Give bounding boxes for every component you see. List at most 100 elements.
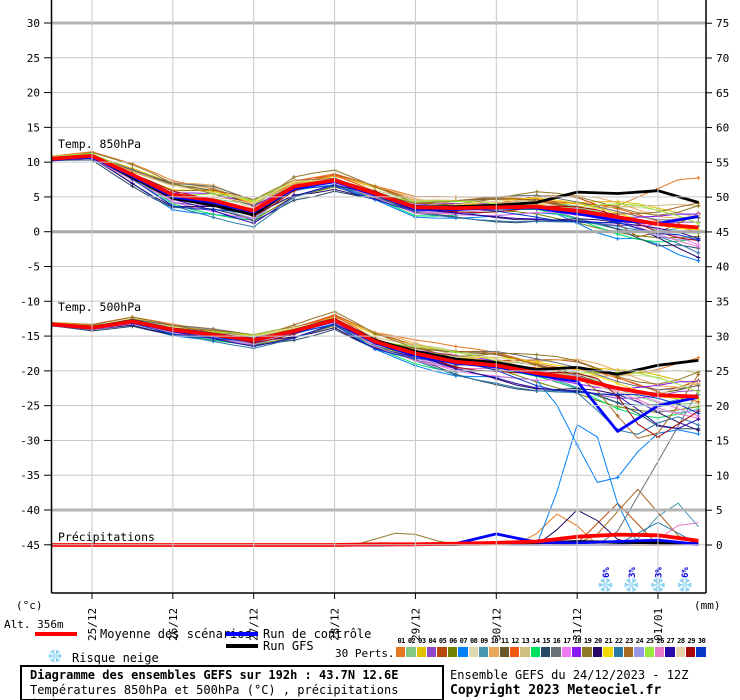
run-info: Ensemble GEFS du 24/12/2023 - 12Z (450, 668, 689, 682)
perturbation-number: 12 (511, 637, 519, 645)
perturbation-swatch (665, 647, 675, 657)
svg-text:6%: 6% (681, 567, 691, 578)
perturbation-number: 14 (532, 637, 540, 645)
svg-text:25: 25 (716, 365, 729, 378)
perturbation-number: 30 (697, 637, 706, 645)
altitude-label: Alt. 356m (4, 618, 64, 631)
perturbation-swatch (623, 647, 634, 657)
snow-risk-legend-label: Risque neige (72, 651, 159, 665)
perturbation-number: 17 (563, 637, 571, 645)
perturbation-number: 13 (521, 637, 530, 645)
perturbation-number: 11 (501, 637, 509, 645)
perturbation-number: 03 (418, 637, 426, 645)
perturbation-swatch (613, 647, 623, 657)
svg-text:30/12: 30/12 (490, 608, 503, 641)
perturbation-numbers: 01 02 03 04 05 06 07 08 09 10 11 12 13 14 15 16 17 18 19 20… (396, 637, 707, 645)
perturbation-swatch (634, 647, 644, 657)
svg-text:5: 5 (716, 504, 723, 517)
svg-text:55: 55 (716, 156, 729, 169)
svg-text:65: 65 (716, 87, 729, 100)
perturbation-swatch (427, 647, 437, 657)
svg-text:-40: -40 (20, 504, 40, 517)
perturbation-swatch (572, 647, 582, 657)
svg-text:-45: -45 (20, 539, 40, 552)
perturbation-number: 28 (677, 637, 685, 645)
svg-text:10: 10 (27, 156, 40, 169)
svg-text:26/12: 26/12 (167, 608, 180, 641)
svg-text:Temp. 850hPa: Temp. 850hPa (58, 137, 141, 151)
svg-text:40: 40 (716, 261, 729, 274)
perturbation-number: 02 (407, 637, 416, 645)
svg-text:20: 20 (716, 400, 729, 413)
perturbation-swatch (696, 647, 706, 657)
svg-text:-30: -30 (20, 434, 40, 447)
svg-text:3%: 3% (654, 567, 664, 578)
perturbation-number: 01 (397, 637, 405, 645)
svg-text:(mm): (mm) (694, 599, 721, 612)
perturbation-swatch (499, 647, 509, 657)
perturbation-swatch (437, 647, 447, 657)
perturbation-swatch (530, 647, 541, 657)
svg-text:5: 5 (33, 191, 40, 204)
perturbation-swatch (654, 647, 665, 657)
perturbation-swatch (551, 647, 561, 657)
perturbation-number: 29 (687, 637, 696, 645)
gfs-legend-label: Run GFS (263, 639, 314, 653)
chart-title-box: Diagramme des ensembles GEFS sur 192h : … (20, 665, 444, 700)
perturbation-number: 09 (480, 637, 488, 645)
mean-legend-label: Moyenne des scénarios (100, 627, 252, 641)
svg-text:10: 10 (716, 469, 729, 482)
perts-label: 30 Perts. (335, 647, 395, 660)
perturbation-swatch (686, 647, 696, 657)
svg-text:30: 30 (716, 330, 729, 343)
snowflake-icon (48, 649, 62, 663)
perturbation-number: 10 (490, 637, 499, 645)
svg-text:70: 70 (716, 52, 729, 65)
perturbation-number: 05 (438, 637, 447, 645)
gfs-legend-line (226, 644, 258, 648)
svg-text:15: 15 (716, 435, 729, 448)
perturbation-number: 20 (594, 637, 602, 645)
svg-text:31/12: 31/12 (571, 608, 584, 641)
svg-text:(°c): (°c) (16, 599, 43, 612)
perturbation-number: 18 (573, 637, 582, 645)
perturbation-swatch (478, 647, 489, 657)
perturbation-number: 21 (604, 637, 613, 645)
perturbation-swatch (458, 647, 468, 657)
svg-text:35: 35 (716, 295, 729, 308)
perturbation-number: 26 (656, 637, 664, 645)
perturbation-swatch (603, 647, 613, 657)
svg-text:01/01: 01/01 (652, 608, 665, 641)
svg-text:6%: 6% (602, 567, 612, 578)
svg-text:3%: 3% (628, 567, 638, 578)
control-legend-line (226, 632, 258, 636)
svg-text:60: 60 (716, 122, 729, 135)
chart-title: Diagramme des ensembles GEFS sur 192h : … (30, 668, 399, 682)
perturbation-number: 19 (583, 637, 592, 645)
perturbation-number: 15 (542, 637, 550, 645)
svg-text:Précipitations: Précipitations (58, 530, 155, 544)
perturbation-swatch (489, 647, 499, 657)
perturbation-number: 06 (449, 637, 457, 645)
perturbation-number: 07 (459, 637, 468, 645)
perturbation-number: 24 (635, 637, 644, 645)
perturbation-number: 22 (615, 637, 623, 645)
perturbation-number: 25 (646, 637, 654, 645)
perturbation-swatch (561, 647, 572, 657)
svg-text:0: 0 (716, 539, 723, 552)
perturbation-swatch (447, 647, 458, 657)
svg-text:50: 50 (716, 191, 729, 204)
perturbation-swatch (468, 647, 478, 657)
svg-text:0: 0 (33, 226, 40, 239)
svg-text:25/12: 25/12 (86, 608, 99, 641)
control-legend-label: Run de contrôle (263, 627, 372, 641)
svg-text:20: 20 (27, 87, 40, 100)
perturbation-number: 23 (625, 637, 633, 645)
svg-text:Temp. 500hPa: Temp. 500hPa (58, 300, 141, 314)
svg-text:-35: -35 (20, 469, 40, 482)
svg-text:-20: -20 (20, 365, 40, 378)
perturbation-number: 27 (666, 637, 675, 645)
svg-text:45: 45 (716, 226, 729, 239)
svg-text:25: 25 (27, 52, 40, 65)
